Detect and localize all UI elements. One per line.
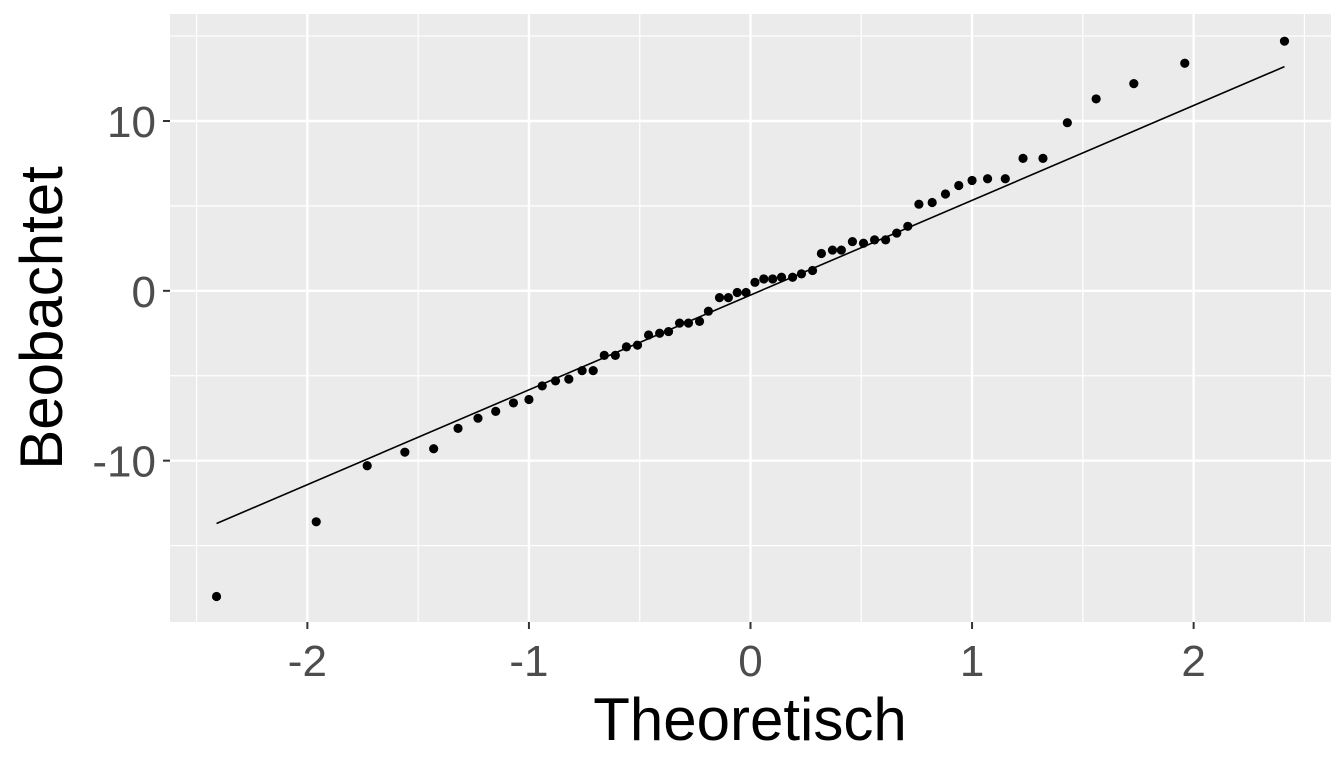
data-point	[577, 366, 587, 376]
data-point	[816, 248, 827, 259]
data-point	[610, 350, 620, 360]
y-tick-label: 10	[107, 98, 156, 147]
data-point	[429, 444, 439, 454]
data-point	[508, 398, 519, 408]
data-point	[537, 381, 547, 391]
data-point	[787, 272, 798, 282]
qq-reference-line	[216, 65, 1285, 525]
data-point	[1091, 94, 1101, 104]
data-point	[473, 413, 483, 423]
data-point	[927, 197, 937, 208]
data-point	[836, 245, 846, 255]
data-point	[643, 330, 654, 340]
data-point	[982, 174, 993, 184]
reference-line-group	[216, 65, 1285, 525]
data-point	[599, 350, 609, 360]
data-point	[914, 199, 924, 209]
data-point	[858, 238, 869, 248]
x-tick-label: 0	[738, 637, 762, 686]
data-point	[892, 228, 902, 238]
data-point	[311, 517, 321, 527]
data-point	[732, 287, 742, 298]
x-tick-label: 1	[960, 637, 984, 686]
data-point	[967, 175, 977, 186]
data-point	[621, 342, 632, 352]
data-point	[362, 461, 372, 471]
data-point	[750, 277, 760, 287]
data-point	[453, 423, 463, 433]
data-point	[491, 406, 501, 417]
y-axis-title: Beobachtet	[8, 166, 75, 470]
data-point	[1000, 174, 1010, 184]
data-point	[723, 293, 733, 303]
data-point	[807, 265, 818, 276]
y-tick-label: -10	[92, 438, 156, 487]
data-point	[741, 287, 751, 298]
data-point	[674, 318, 685, 328]
data-point	[524, 394, 534, 405]
data-point	[1180, 58, 1190, 68]
x-axis-title: Theoretisch	[593, 686, 906, 753]
data-point	[827, 245, 838, 255]
data-point	[694, 316, 705, 326]
data-point	[759, 274, 769, 284]
x-tick-label: -2	[288, 637, 327, 686]
data-point	[869, 235, 880, 245]
data-point	[1062, 118, 1072, 128]
data-point	[1279, 36, 1290, 46]
y-axis-ticks: -10 0 10	[92, 98, 170, 487]
data-point	[1038, 153, 1048, 163]
data-point	[714, 293, 725, 303]
data-point	[663, 326, 674, 337]
x-tick-label: -1	[509, 637, 548, 686]
data-point	[1018, 153, 1028, 163]
x-axis-ticks: -2 -1 0 1 2	[288, 622, 1206, 686]
data-point	[703, 306, 714, 316]
data-point	[564, 374, 574, 384]
data-point	[903, 221, 913, 231]
data-point	[683, 318, 694, 328]
data-point	[400, 447, 410, 457]
data-point	[1129, 79, 1139, 89]
data-point	[211, 591, 222, 602]
data-point	[588, 366, 598, 376]
data-point	[632, 340, 643, 350]
data-point	[954, 180, 964, 191]
data-point	[550, 376, 561, 386]
data-points-group	[211, 36, 1290, 602]
data-point	[940, 189, 951, 199]
data-point	[881, 235, 891, 245]
data-point	[796, 269, 807, 279]
data-point	[847, 236, 858, 247]
data-point	[776, 272, 787, 282]
data-point	[655, 328, 665, 338]
y-tick-label: 0	[132, 268, 156, 317]
data-point	[768, 274, 778, 284]
x-tick-label: 2	[1181, 637, 1205, 686]
